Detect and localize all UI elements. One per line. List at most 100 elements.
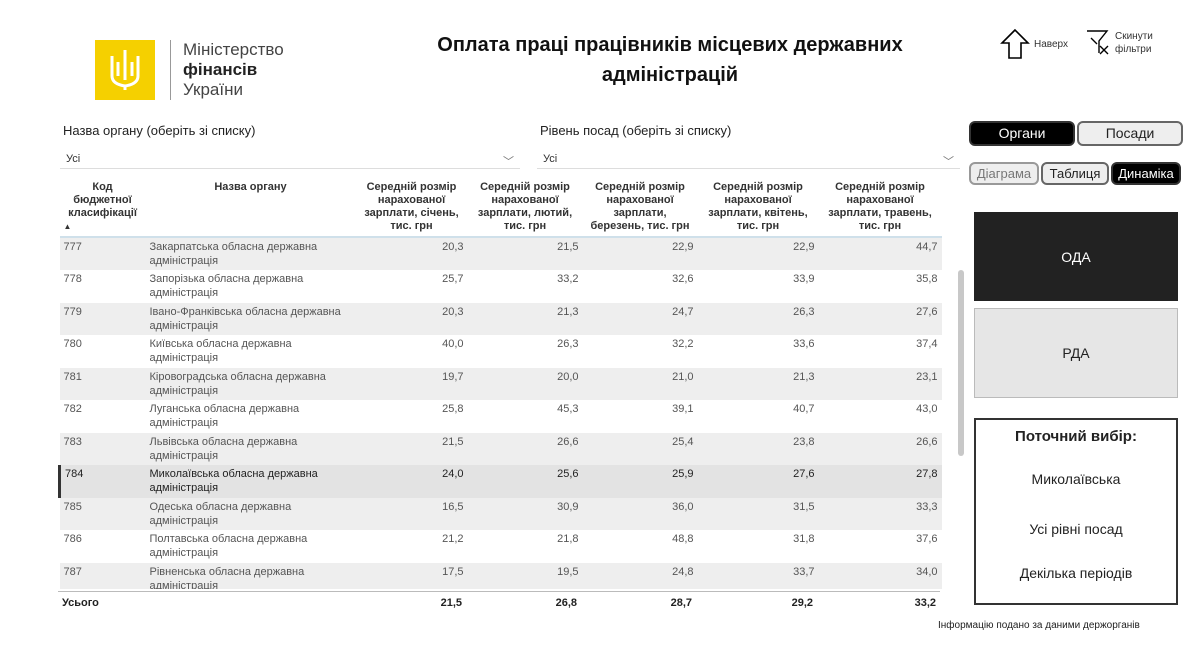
col-header-jan[interactable]: Середній розмір нарахованої зарплати, сі… xyxy=(364,181,459,232)
cell-value: 33,7 xyxy=(697,562,819,589)
table-row[interactable]: 786 Полтавська обласна державна адміністр… xyxy=(60,530,942,563)
cell-value: 25,6 xyxy=(467,465,583,498)
sort-asc-icon: ▲ xyxy=(63,222,72,231)
cell-value: 27,6 xyxy=(697,465,819,498)
cell-value: 21,5 xyxy=(467,237,583,270)
reset-filters-button[interactable]: Скинути фільтри xyxy=(1085,28,1163,58)
cell-name: Львівська обласна державна адміністрація xyxy=(145,432,356,465)
table-row[interactable]: 777 Закарпатська обласна державна адмініс… xyxy=(59,237,942,270)
current-period: Декілька періодів xyxy=(1019,565,1133,581)
cell-name: Одеська обласна державна адміністрація xyxy=(145,497,356,530)
table-row[interactable]: 778 Запорізька обласна державна адміністр… xyxy=(60,270,942,303)
cell-value: 26,6 xyxy=(818,432,942,465)
cell-value: 33,9 xyxy=(793,273,815,285)
tab-chart[interactable]: Діаграма xyxy=(969,162,1039,185)
totals-label: Усього xyxy=(62,597,99,609)
cell-name: Миколаївська обласна державна адміністра… xyxy=(145,465,356,498)
cell-value: 31,5 xyxy=(697,497,819,530)
cell-value: 39,1 xyxy=(672,403,694,415)
cell-name: Рівненська обласна державна адміністраці… xyxy=(145,562,356,589)
cell-value: 21,8 xyxy=(557,533,579,545)
organs-toggle[interactable]: Органи xyxy=(969,121,1075,146)
cell-value: 22,9 xyxy=(582,237,698,270)
table-row[interactable]: 780 Київська обласна державна адміністрац… xyxy=(60,335,942,368)
cell-code: 786 xyxy=(63,533,82,545)
col-header-feb[interactable]: Середній розмір нарахованої зарплати, лю… xyxy=(477,181,573,232)
cell-code: 781 xyxy=(59,367,146,400)
col-header-mar[interactable]: Середній розмір нарахованої зарплати, бе… xyxy=(590,181,690,232)
cell-value: 26,6 xyxy=(467,432,583,465)
rda-button[interactable]: РДА xyxy=(974,308,1178,398)
table-row[interactable]: 787 Рівненська обласна державна адміністр… xyxy=(59,562,942,589)
filter-clear-icon xyxy=(1087,30,1109,55)
cell-value: 24,8 xyxy=(582,562,698,589)
trident-logo-icon xyxy=(95,40,155,100)
current-selection-title: Поточний вибір: xyxy=(1015,428,1137,445)
cell-value: 22,9 xyxy=(697,237,819,270)
cell-value: 20,3 xyxy=(355,302,468,335)
table-row[interactable]: 782 Луганська обласна державна адміністра… xyxy=(60,400,942,433)
cell-value: 32,6 xyxy=(672,273,694,285)
cell-value: 33,6 xyxy=(793,338,815,350)
cell-value: 24,7 xyxy=(582,302,698,335)
cell-value: 23,8 xyxy=(697,432,819,465)
cell-value: 25,9 xyxy=(582,465,698,498)
cell-code: 787 xyxy=(59,562,146,589)
cell-code: 779 xyxy=(59,302,146,335)
level-filter-label: Рівень посад (оберіть зі списку) xyxy=(540,123,732,138)
cell-code: 782 xyxy=(63,403,82,415)
positions-toggle[interactable]: Посади xyxy=(1077,121,1183,146)
logo-line1: Міністерство xyxy=(183,40,284,59)
cell-value: 30,9 xyxy=(467,497,583,530)
col-header-may[interactable]: Середній розмір нарахованої зарплати, тр… xyxy=(828,181,932,232)
level-filter-value: Усі xyxy=(543,153,558,165)
totals-value: 29,2 xyxy=(791,597,813,609)
cell-value: 37,6 xyxy=(916,533,938,545)
cell-value: 20,3 xyxy=(355,237,468,270)
arrow-up-icon xyxy=(1000,28,1030,59)
ministry-logo-text: Міністерство фінансів України xyxy=(170,40,284,100)
col-header-apr[interactable]: Середній розмір нарахованої зарплати, кв… xyxy=(708,181,808,232)
table-row[interactable]: 785 Одеська обласна державна адміністраці… xyxy=(59,497,942,530)
level-filter-dropdown[interactable]: Усі ﹀ xyxy=(537,147,960,169)
cell-name: Луганська обласна державна адміністрація xyxy=(149,403,300,429)
page-title: Оплата праці працівників місцевих держав… xyxy=(437,34,903,86)
organ-filter-dropdown[interactable]: Усі ﹀ xyxy=(60,147,520,169)
cell-value: 37,4 xyxy=(916,338,938,350)
cell-value: 21,3 xyxy=(467,302,583,335)
go-top-button[interactable]: Наверх xyxy=(1000,28,1068,60)
cell-value: 20,0 xyxy=(467,367,583,400)
go-top-label: Наверх xyxy=(1034,38,1068,50)
cell-value: 33,3 xyxy=(818,497,942,530)
table-row[interactable]: 781 Кіровоградська обласна державна адмін… xyxy=(59,367,942,400)
table-scrollbar[interactable] xyxy=(958,270,964,456)
cell-code: 783 xyxy=(59,432,146,465)
table-row[interactable]: 783 Львівська обласна державна адміністра… xyxy=(59,432,942,465)
cell-value: 27,6 xyxy=(818,302,942,335)
cell-name: Полтавська обласна державна адміністраці… xyxy=(149,533,308,559)
cell-value: 48,8 xyxy=(672,533,694,545)
totals-row: Усього 21,5 26,8 28,7 29,2 33,2 xyxy=(58,591,940,612)
totals-value: 33,2 xyxy=(914,597,936,609)
cell-name: Івано-Франківська обласна державна адмін… xyxy=(145,302,356,335)
totals-value: 28,7 xyxy=(670,597,692,609)
tab-table[interactable]: Таблиця xyxy=(1041,162,1109,185)
totals-value xyxy=(144,592,354,613)
tab-dynamics[interactable]: Динаміка xyxy=(1111,162,1181,185)
cell-code: 778 xyxy=(63,273,82,285)
oda-button[interactable]: ОДА xyxy=(974,212,1178,301)
cell-value: 26,3 xyxy=(697,302,819,335)
cell-value: 40,7 xyxy=(793,403,815,415)
cell-value: 36,0 xyxy=(582,497,698,530)
cell-value: 31,8 xyxy=(793,533,815,545)
table-row[interactable]: 779 Івано-Франківська обласна державна ад… xyxy=(59,302,942,335)
totals-value: 26,8 xyxy=(555,597,577,609)
organ-filter-label: Назва органу (оберіть зі списку) xyxy=(63,123,256,138)
col-header-name[interactable]: Назва органу xyxy=(214,181,287,193)
cell-code: 784 xyxy=(58,465,146,498)
cell-value: 45,3 xyxy=(557,403,579,415)
col-header-code[interactable]: Код бюджетної класифікації ▲ xyxy=(60,178,146,237)
table-row[interactable]: 784 Миколаївська обласна державна адмініс… xyxy=(58,465,942,498)
cell-value: 26,3 xyxy=(557,338,579,350)
cell-value: 40,0 xyxy=(442,338,464,350)
